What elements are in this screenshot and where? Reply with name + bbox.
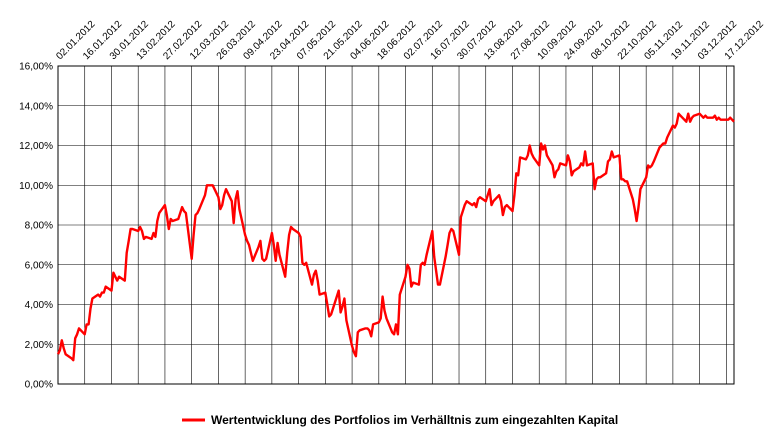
y-tick-label: 2,00% xyxy=(25,340,53,351)
plot-border xyxy=(57,65,735,385)
y-tick-label: 12,00% xyxy=(19,141,53,152)
y-axis-tick-labels: 0,00% 2,00% 4,00% 6,00% 8,00% 10,00% 12,00% 14,… xyxy=(19,62,53,391)
series-layer xyxy=(56,112,735,362)
y-tick-label: 0,00% xyxy=(25,380,53,391)
y-tick-label: 10,00% xyxy=(19,181,53,192)
y-tick-label: 6,00% xyxy=(25,260,53,271)
legend-label: Wertentwicklung des Portfolios im Verhäl… xyxy=(211,413,618,427)
y-tick-label: 14,00% xyxy=(19,101,53,112)
y-tick-label: 16,00% xyxy=(19,62,53,73)
y-tick-label: 8,00% xyxy=(25,221,53,232)
series-line-portfolio xyxy=(56,112,735,362)
y-tick-label: 4,00% xyxy=(25,300,53,311)
legend: Wertentwicklung des Portfolios im Verhäl… xyxy=(182,413,618,427)
x-axis-tick-labels: 02.01.201216.01.201230.01.201213.02.2012… xyxy=(54,19,766,62)
